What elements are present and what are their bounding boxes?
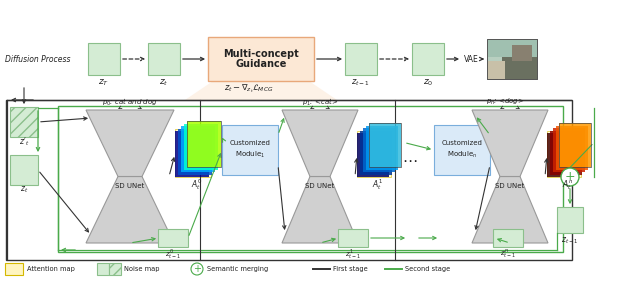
Bar bbox=[338, 229, 368, 247]
Text: $z_{t-1}$: $z_{t-1}$ bbox=[351, 78, 371, 88]
Bar bbox=[97, 263, 109, 275]
Bar bbox=[58, 106, 563, 252]
Text: $z_{t-1}$: $z_{t-1}$ bbox=[561, 236, 579, 246]
Text: $z_t - \nabla_{z_t}\mathcal{L}_{MCG}$: $z_t - \nabla_{z_t}\mathcal{L}_{MCG}$ bbox=[224, 82, 274, 95]
Text: $A_t^0$: $A_t^0$ bbox=[191, 178, 203, 192]
Bar bbox=[369, 123, 401, 167]
Bar bbox=[187, 121, 221, 167]
Bar bbox=[184, 123, 218, 170]
Bar bbox=[175, 131, 209, 177]
Text: $z_t$: $z_t$ bbox=[20, 185, 28, 195]
Bar bbox=[10, 155, 38, 185]
Bar bbox=[10, 107, 38, 137]
Bar bbox=[178, 129, 212, 174]
Bar bbox=[363, 128, 395, 172]
Bar bbox=[369, 123, 401, 167]
Text: $z'_t$: $z'_t$ bbox=[19, 136, 29, 148]
Bar bbox=[357, 133, 389, 177]
Text: $p_n$: <dog>: $p_n$: <dog> bbox=[486, 97, 524, 107]
Bar bbox=[208, 37, 314, 81]
Text: $z_T$: $z_T$ bbox=[99, 78, 109, 88]
Bar bbox=[6, 100, 572, 260]
Polygon shape bbox=[282, 176, 358, 243]
Text: $p_0$: cat and dog: $p_0$: cat and dog bbox=[102, 96, 158, 108]
Bar bbox=[547, 133, 579, 177]
Bar bbox=[502, 57, 537, 79]
Bar bbox=[487, 61, 504, 79]
Bar bbox=[187, 121, 221, 167]
Text: Semantic merging: Semantic merging bbox=[207, 266, 268, 272]
Text: $\cdots$: $\cdots$ bbox=[403, 152, 418, 168]
Text: $A_t^1$: $A_t^1$ bbox=[372, 178, 383, 192]
Bar bbox=[493, 229, 523, 247]
Text: Noise map: Noise map bbox=[124, 266, 159, 272]
Bar bbox=[550, 131, 582, 174]
Polygon shape bbox=[86, 176, 174, 243]
Text: SD UNet: SD UNet bbox=[305, 184, 335, 190]
Text: Attention map: Attention map bbox=[27, 266, 75, 272]
Bar bbox=[175, 129, 211, 177]
Bar bbox=[222, 125, 278, 175]
Text: $z_0$: $z_0$ bbox=[423, 78, 433, 88]
Bar bbox=[487, 39, 537, 79]
Text: First stage: First stage bbox=[333, 266, 368, 272]
Bar bbox=[557, 207, 583, 233]
Polygon shape bbox=[282, 110, 358, 176]
Bar bbox=[487, 39, 537, 57]
Text: +: + bbox=[193, 264, 201, 274]
Text: $z_{t-1}^1$: $z_{t-1}^1$ bbox=[345, 247, 361, 261]
Circle shape bbox=[561, 168, 579, 186]
Text: Module$_n$: Module$_n$ bbox=[447, 150, 477, 160]
Text: SD UNet: SD UNet bbox=[495, 184, 525, 190]
Polygon shape bbox=[472, 176, 548, 243]
Bar bbox=[148, 43, 180, 75]
Text: Guidance: Guidance bbox=[236, 59, 287, 69]
Bar bbox=[559, 123, 591, 167]
Text: $A_t^n$: $A_t^n$ bbox=[563, 178, 573, 192]
Text: SD UNet: SD UNet bbox=[115, 184, 145, 190]
Bar bbox=[345, 43, 377, 75]
Text: Customized: Customized bbox=[230, 140, 271, 146]
Circle shape bbox=[191, 263, 203, 275]
Text: $p_1$: <cat>: $p_1$: <cat> bbox=[302, 96, 338, 108]
Polygon shape bbox=[86, 110, 174, 176]
Bar bbox=[5, 263, 23, 275]
Bar bbox=[360, 131, 392, 174]
Bar bbox=[88, 43, 120, 75]
Text: Module$_1$: Module$_1$ bbox=[235, 150, 265, 160]
Text: +: + bbox=[564, 170, 575, 184]
Bar bbox=[559, 123, 591, 167]
Bar bbox=[181, 126, 215, 172]
Bar bbox=[547, 131, 581, 177]
Bar bbox=[434, 125, 490, 175]
Text: Customized: Customized bbox=[442, 140, 483, 146]
Bar bbox=[512, 45, 532, 61]
Bar bbox=[158, 229, 188, 247]
Bar bbox=[487, 39, 537, 79]
Text: Second stage: Second stage bbox=[405, 266, 451, 272]
Bar bbox=[366, 125, 398, 170]
Polygon shape bbox=[472, 110, 548, 176]
Text: $z_t$: $z_t$ bbox=[159, 78, 169, 88]
Bar bbox=[412, 43, 444, 75]
Bar bbox=[556, 125, 588, 170]
Text: VAE: VAE bbox=[464, 54, 479, 64]
Text: Diffusion Process: Diffusion Process bbox=[5, 54, 71, 64]
Text: Multi-concept: Multi-concept bbox=[223, 49, 299, 59]
Bar bbox=[553, 128, 585, 172]
Text: $z_{t-1}^n$: $z_{t-1}^n$ bbox=[500, 248, 516, 260]
Bar bbox=[357, 131, 391, 177]
Text: $z_{t-1}^0$: $z_{t-1}^0$ bbox=[165, 247, 181, 261]
Bar bbox=[109, 263, 121, 275]
Polygon shape bbox=[148, 81, 374, 125]
